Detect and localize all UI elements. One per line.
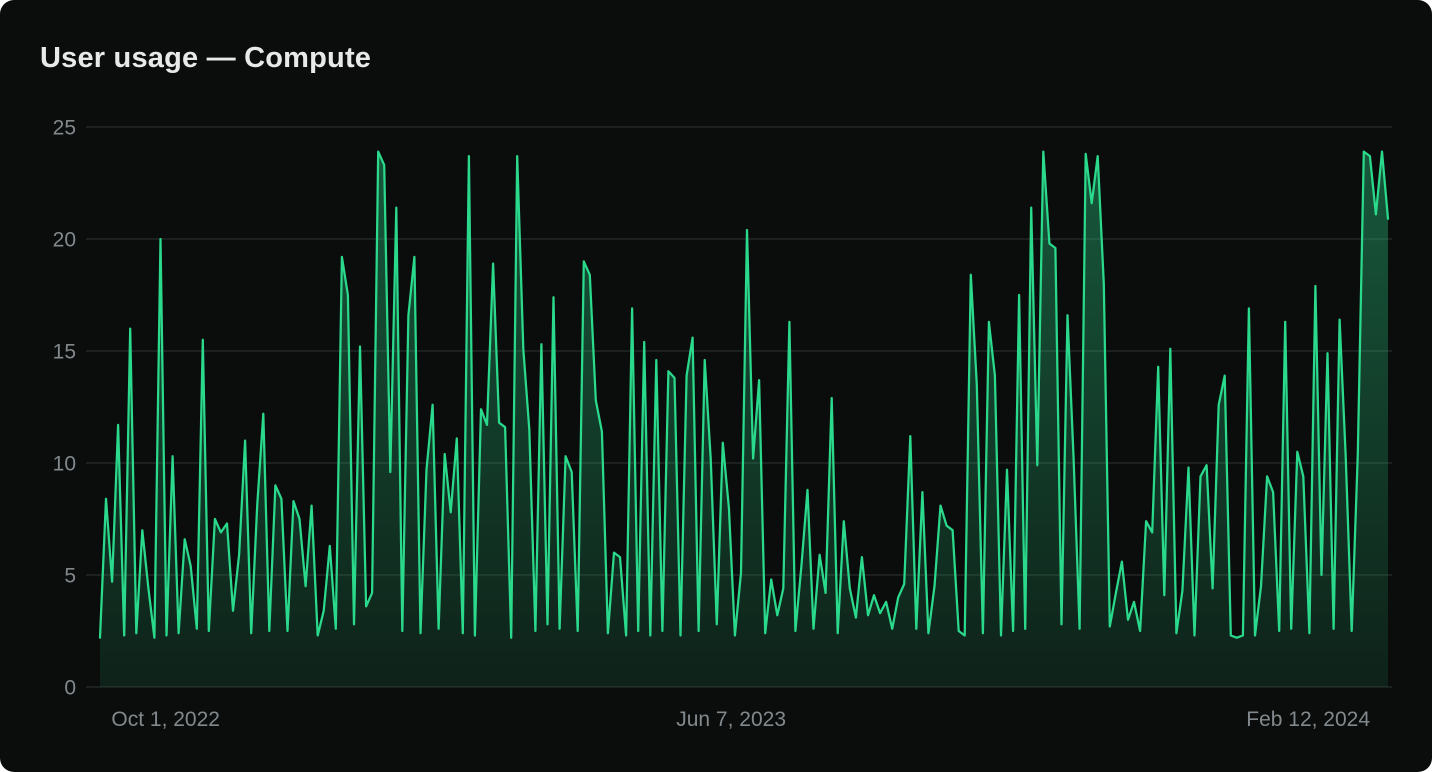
x-tick-label: Oct 1, 2022 — [111, 708, 220, 731]
y-tick-label: 15 — [53, 341, 76, 364]
y-tick-label: 25 — [53, 117, 76, 140]
chart-title: User usage — Compute — [40, 42, 372, 74]
x-tick-label: Feb 12, 2024 — [1246, 708, 1370, 731]
y-tick-label: 0 — [64, 677, 76, 700]
series-line — [98, 150, 1390, 639]
y-tick-label: 20 — [53, 229, 76, 252]
x-tick-label: Jun 7, 2023 — [676, 708, 786, 731]
y-tick-label: 5 — [64, 565, 76, 588]
y-tick-label: 10 — [53, 453, 76, 476]
